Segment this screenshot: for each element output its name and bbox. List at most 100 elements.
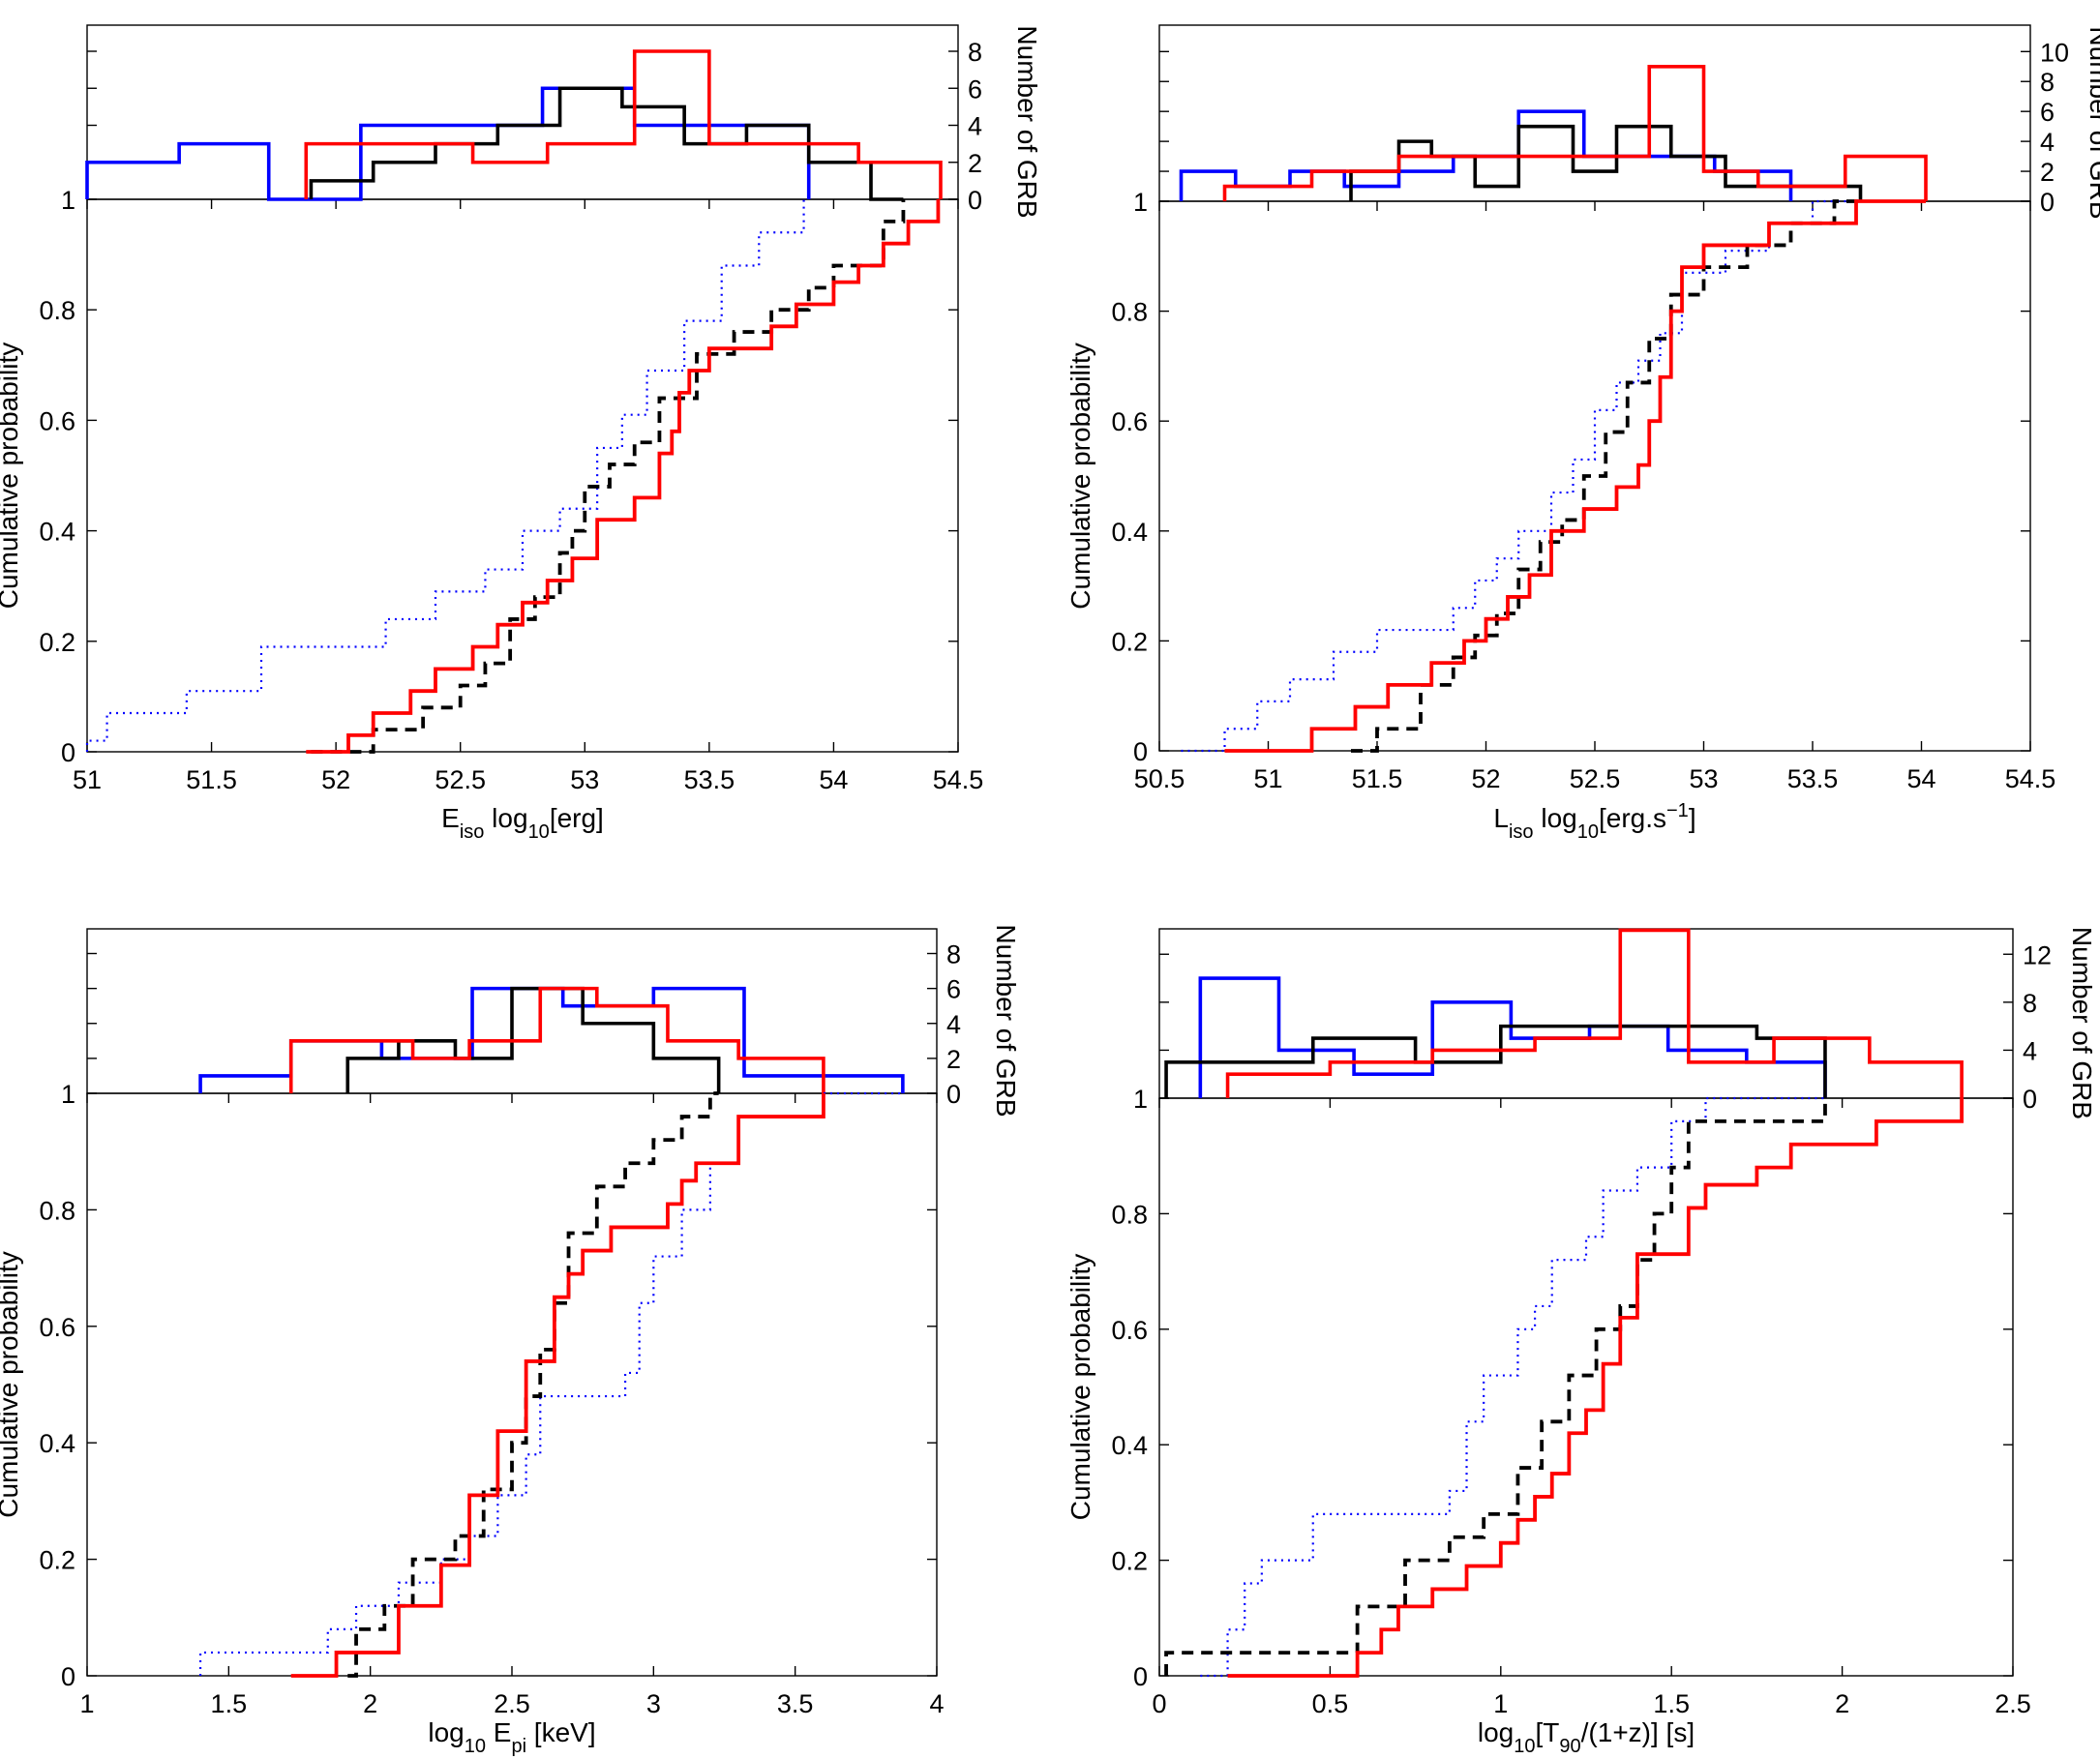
x-tick-label: 52.5 <box>1570 764 1621 793</box>
cdf-frame <box>86 1092 938 1677</box>
histogram-red-series <box>288 986 825 1093</box>
histogram-black-series <box>1164 1024 1827 1098</box>
hist-y-tick-label: 2 <box>946 1045 961 1074</box>
hist-ylabel: Number of GRB <box>1012 25 1042 218</box>
y-tick-label: 0.4 <box>39 1429 75 1458</box>
x-tick-label: 54.5 <box>933 765 984 794</box>
hist-y-tick-label: 2 <box>2040 158 2055 187</box>
x-tick-label: 3.5 <box>777 1689 814 1718</box>
cdf-black-dashed-series <box>347 1091 719 1678</box>
y-tick-label: 1 <box>1133 1085 1148 1114</box>
x-axis-label: log10 Epi [keV] <box>428 1717 595 1757</box>
cdf-red-solid-series <box>290 1093 825 1678</box>
x-tick-label: 52 <box>1471 764 1500 793</box>
y-tick-label: 0 <box>1133 1662 1148 1691</box>
panel-bottom-left: 1 1.5 2 2.5 3 3.5 400.20.40.60.81 02468Cumulati… <box>0 924 1021 1757</box>
x-tick-label: 51 <box>1253 764 1282 793</box>
x-tick-label: 4 <box>929 1689 944 1718</box>
x-tick-label: 2.5 <box>494 1689 530 1718</box>
x-axis-label: Liso log10[erg.s−1] <box>1493 800 1695 843</box>
hist-y-tick-label: 4 <box>2023 1036 2037 1065</box>
x-tick-label: 51 <box>73 765 102 794</box>
histogram-blue-series <box>1198 976 1827 1098</box>
hist-y-tick-label: 6 <box>946 975 961 1004</box>
cdf-ylabel: Cumulative probability <box>0 343 23 609</box>
y-tick-label: 0 <box>1133 737 1148 766</box>
x-tick-label: 53 <box>1689 764 1718 793</box>
panel-top-right: 50.5 51 51.5 52 52.5 53 53.5 54 54.5 0 0.2 0.4 0.6 0.… <box>1065 24 2100 843</box>
y-tick-label: 0.8 <box>39 296 75 325</box>
panel-bottom-right: 0 0.5 1 1.5 2 2.5 0 0.2 0.4 0.6 0.8 1 0 4 8 12 Cumulativ… <box>1065 927 2097 1757</box>
hist-y-tick-label: 0 <box>2040 188 2055 217</box>
y-tick-label: 1 <box>1133 188 1148 217</box>
hist-y-tick-label: 12 <box>2023 940 2052 969</box>
x-tick-label: 2 <box>363 1689 377 1718</box>
x-tick-label: 1.5 <box>211 1689 248 1718</box>
y-tick-label: 0.6 <box>1111 407 1148 436</box>
y-tick-label: 0.8 <box>39 1196 75 1225</box>
cdf-black-dashed-series <box>1351 199 1861 753</box>
x-tick-label: 52.5 <box>435 765 486 794</box>
x-tick-label: 50.5 <box>1134 764 1185 793</box>
hist-ylabel: Number of GRB <box>2067 927 2097 1119</box>
x-axis-label: log10[T90/(1+z)] [s] <box>1478 1717 1695 1757</box>
y-tick-label: 0.8 <box>1111 1200 1148 1229</box>
x-tick-label: 2 <box>1835 1689 1849 1718</box>
y-tick-label: 0.4 <box>1111 518 1148 547</box>
histogram-black-series <box>1349 124 1863 201</box>
x-tick-label: 1.5 <box>1653 1689 1690 1718</box>
histogram-blue-series <box>85 86 811 201</box>
y-tick-label: 1 <box>61 1080 75 1109</box>
histogram-red-series <box>304 49 943 199</box>
x-tick-label: 53.5 <box>684 765 735 794</box>
y-tick-label: 0.2 <box>1111 627 1148 656</box>
x-tick-label: 0 <box>1152 1689 1166 1718</box>
cdf-red-solid-series <box>306 199 941 754</box>
x-tick-label: 0.5 <box>1312 1689 1349 1718</box>
hist-y-tick-label: 8 <box>968 38 982 67</box>
cdf-frame <box>1158 200 2031 752</box>
x-tick-label: 2.5 <box>1995 1689 2031 1718</box>
hist-y-tick-label: 8 <box>946 940 961 969</box>
hist-y-tick-label: 4 <box>2040 128 2055 157</box>
y-tick-label: 0.6 <box>1111 1316 1148 1345</box>
histogram-black-series <box>345 986 721 1093</box>
y-tick-label: 0 <box>61 738 75 767</box>
histogram-red-series <box>1222 64 1928 201</box>
panel-top-left: 51 51.5 52 52.5 53 53.5 54 54.5 0 0.2 0.4 0.6 0.8 1 0 2… <box>0 24 1042 843</box>
x-axis-label: Eiso log10[erg] <box>441 803 604 843</box>
y-tick-label: 0.4 <box>39 518 75 547</box>
hist-y-tick-label: 0 <box>2023 1085 2037 1114</box>
y-tick-label: 0.6 <box>39 406 75 435</box>
cdf-ylabel: Cumulative probability <box>1065 343 1095 609</box>
cdf-blue-dotted-series <box>198 1091 903 1676</box>
hist-y-tick-label: 4 <box>968 112 982 141</box>
hist-y-tick-label: 6 <box>2040 98 2055 127</box>
hist-y-tick-label: 10 <box>2040 38 2069 67</box>
hist-y-tick-label: 8 <box>2023 989 2037 1018</box>
y-tick-label: 0.6 <box>39 1313 75 1342</box>
cdf-ylabel: Cumulative probability <box>0 1251 23 1517</box>
cdf-frame <box>1158 1097 2014 1677</box>
x-tick-label: 52 <box>321 765 350 794</box>
histogram-red-series <box>1225 928 1964 1098</box>
histogram-black-series <box>309 86 904 201</box>
x-tick-label: 51.5 <box>1352 764 1403 793</box>
x-tick-label: 1 <box>1493 1689 1508 1718</box>
x-tick-label: 53.5 <box>1787 764 1839 793</box>
hist-y-tick-label: 0 <box>968 186 982 215</box>
hist-y-tick-label: 2 <box>968 149 982 178</box>
y-tick-label: 0.2 <box>39 1546 75 1575</box>
hist-y-tick-label: 8 <box>2040 68 2055 97</box>
histogram-frame <box>86 24 959 200</box>
cdf-red-solid-series <box>1224 199 1926 753</box>
hist-ylabel: Number of GRB <box>991 924 1021 1117</box>
hist-y-tick-label: 6 <box>968 75 982 104</box>
x-tick-label: 1 <box>79 1689 94 1718</box>
y-tick-label: 0.2 <box>1111 1547 1148 1576</box>
cdf-ylabel: Cumulative probability <box>1065 1254 1095 1520</box>
y-tick-label: 1 <box>61 186 75 215</box>
x-tick-label: 54.5 <box>2005 764 2056 793</box>
x-tick-label: 53 <box>570 765 599 794</box>
